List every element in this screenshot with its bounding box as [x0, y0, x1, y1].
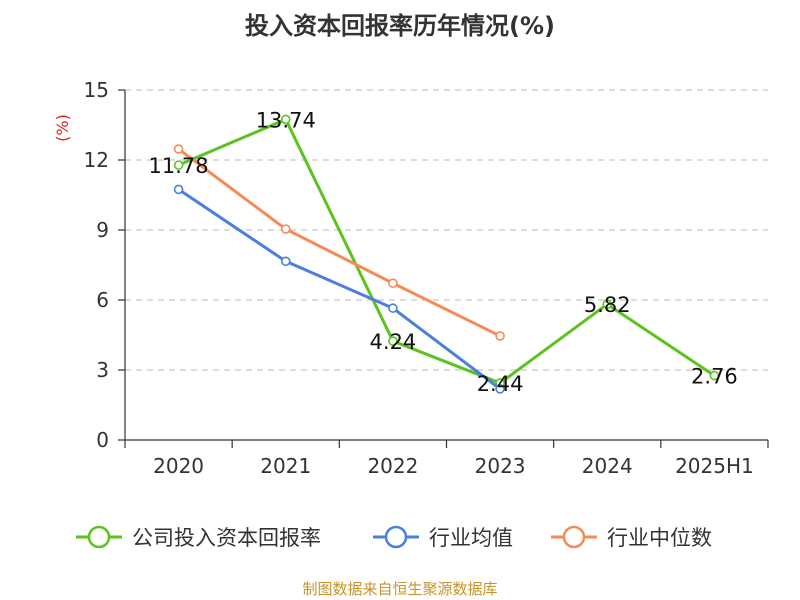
data-label: 4.24: [370, 330, 417, 354]
legend-label-1: 行业均值: [429, 526, 513, 550]
x-tick-label: 2020: [153, 454, 204, 478]
data-point: [280, 114, 291, 125]
series-line-1: [177, 188, 501, 391]
legend: 公司投入资本回报率 行业均值 行业中位数: [76, 525, 712, 550]
series-line-0: [177, 117, 716, 385]
axis-layer: 0 3 6 9 12 15 2020 2021 2022 2023 2024 2025H1: [84, 78, 769, 478]
data-point: [280, 256, 291, 267]
y-axis-unit-label: (%): [53, 114, 72, 142]
chart-title: 投入资本回报率历年情况(%): [245, 12, 555, 40]
data-point: [388, 303, 398, 313]
legend-marker-0: [87, 525, 111, 549]
legend-marker-2: [562, 525, 586, 549]
y-tick-label: 0: [96, 428, 109, 452]
data-point: [388, 336, 398, 346]
source-note: 制图数据来自恒生聚源数据库: [302, 580, 498, 598]
y-tick-label: 9: [96, 218, 109, 242]
x-tick-label: 2024: [582, 454, 633, 478]
data-point: [709, 370, 720, 381]
data-label: 2.44: [477, 372, 524, 396]
data-point: [173, 160, 184, 170]
data-point: [495, 331, 505, 341]
data-point: [173, 144, 184, 154]
data-point: [495, 384, 505, 394]
data-label: 5.82: [584, 293, 631, 317]
y-tick-label: 12: [84, 148, 109, 172]
data-point: [280, 224, 291, 234]
data-label: 13.74: [256, 108, 316, 132]
y-tick-label: 3: [96, 358, 109, 382]
legend-label-2: 行业中位数: [607, 526, 712, 550]
series-line-2: [177, 147, 501, 338]
data-point: [602, 299, 613, 310]
y-tick-label: 15: [84, 78, 109, 102]
data-point: [388, 278, 398, 289]
data-label-layer: 11.78 13.74 4.24 2.44 5.82 2.76: [149, 108, 738, 396]
series-layer: [173, 114, 720, 394]
data-point: [173, 184, 184, 195]
legend-label-0: 公司投入资本回报率: [132, 526, 321, 550]
x-tick-label: 2022: [367, 454, 418, 478]
x-tick-label: 2021: [260, 454, 311, 478]
y-tick-label: 6: [96, 288, 109, 312]
data-label: 11.78: [149, 154, 209, 178]
x-tick-label: 2025H1: [675, 454, 754, 478]
legend-marker-1: [384, 525, 408, 549]
data-label: 2.76: [691, 365, 738, 389]
grid-layer: [125, 89, 768, 371]
x-tick-label: 2023: [475, 454, 526, 478]
